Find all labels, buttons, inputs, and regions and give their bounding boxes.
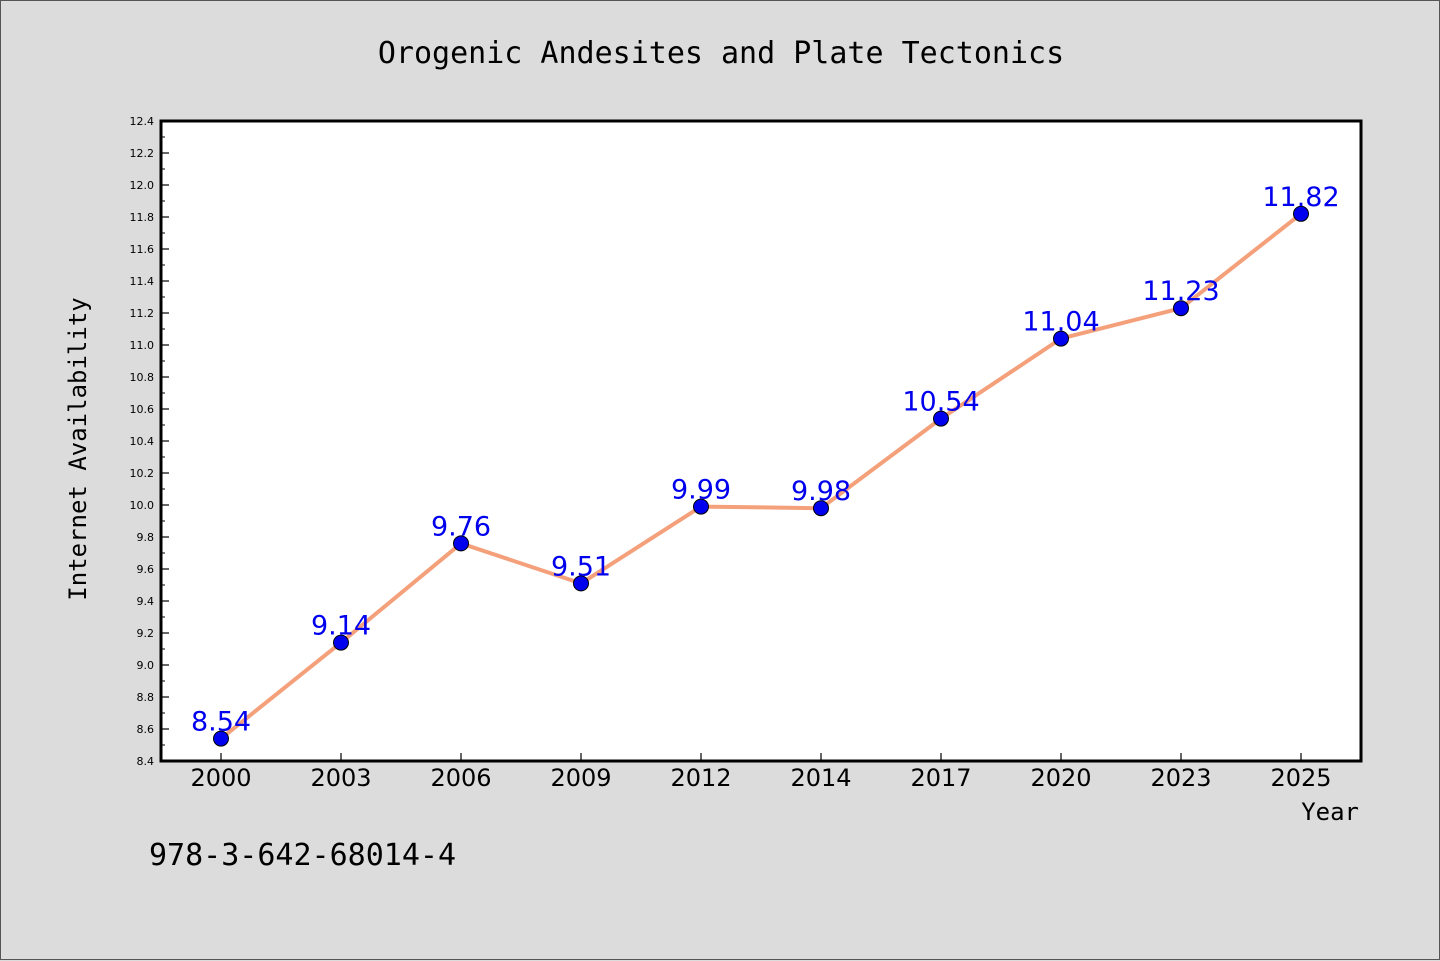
- data-point: [933, 410, 949, 427]
- series-layer: 8.54 9.14 9.76 9.51 9.99 9.98 10.54 11.04 11.23 1…: [191, 182, 1340, 747]
- x-tick-label: 2020: [1030, 764, 1091, 792]
- chart-title: Orogenic Andesites and Plate Tectonics: [378, 36, 1064, 71]
- y-tick-label: 10.0: [130, 499, 155, 512]
- data-label: 10.54: [902, 387, 979, 418]
- data-point: [453, 535, 469, 552]
- x-tick-label: 2017: [910, 764, 971, 792]
- x-tick-label: 2009: [550, 764, 611, 792]
- data-label: 9.98: [791, 476, 851, 507]
- x-axis-label: Year: [1301, 798, 1359, 826]
- y-tick-label: 9.2: [137, 627, 155, 640]
- x-tick-label: 2003: [310, 764, 371, 792]
- plot-area: [159, 119, 1363, 763]
- data-label: 11.23: [1142, 276, 1219, 307]
- x-tick-label: 2025: [1270, 764, 1331, 792]
- y-tick-label: 8.6: [137, 723, 155, 736]
- x-axis-ticks: 2000 2003 2006 2009 2012 2014 2017 2020 2023 2025: [190, 753, 1332, 792]
- x-tick-label: 2006: [430, 764, 491, 792]
- isbn-text: 978-3-642-68014-4: [149, 838, 456, 873]
- y-tick-label: 12.4: [130, 115, 155, 128]
- x-tick-label: 2012: [670, 764, 731, 792]
- data-label: 11.04: [1022, 307, 1099, 338]
- y-tick-label: 10.8: [130, 371, 155, 384]
- data-point: [1293, 205, 1309, 222]
- data-point: [1053, 330, 1069, 347]
- data-point: [1173, 300, 1189, 317]
- series-line: [219, 212, 1303, 741]
- y-tick-label: 9.0: [137, 659, 155, 672]
- data-label: 9.99: [671, 475, 731, 506]
- y-tick-label: 11.0: [130, 339, 155, 352]
- y-tick-label: 8.4: [137, 755, 155, 768]
- data-point: [333, 634, 349, 651]
- data-label: 9.76: [431, 511, 491, 542]
- y-tick-label: 12.0: [130, 179, 155, 192]
- y-tick-label: 10.4: [130, 435, 155, 448]
- data-label: 9.51: [551, 551, 611, 582]
- data-point: [813, 500, 829, 517]
- y-axis-label: Internet Availability: [64, 297, 92, 600]
- x-tick-label: 2014: [790, 764, 851, 792]
- y-tick-label: 11.8: [130, 211, 155, 224]
- y-tick-label: 11.4: [130, 275, 155, 288]
- y-tick-label: 10.6: [130, 403, 155, 416]
- y-tick-label: 9.6: [137, 563, 155, 576]
- y-tick-label: 12.2: [130, 147, 155, 160]
- y-tick-label: 8.8: [137, 691, 155, 704]
- y-tick-label: 10.2: [130, 467, 155, 480]
- data-label: 8.54: [191, 707, 251, 738]
- y-axis-ticks: 8.4 8.6 8.8 9.0 9.2 9.4 9.6 9.8 10.0 10.2 10.4 10.6…: [130, 115, 169, 768]
- y-tick-label: 9.8: [137, 531, 155, 544]
- y-tick-label: 11.2: [130, 307, 155, 320]
- y-tick-label: 11.6: [130, 243, 155, 256]
- x-tick-label: 2000: [190, 764, 251, 792]
- data-point: [693, 498, 709, 515]
- data-label: 9.14: [311, 611, 371, 642]
- data-point: [213, 730, 229, 747]
- data-label: 11.82: [1262, 182, 1339, 213]
- data-point: [573, 575, 589, 592]
- y-tick-label: 9.4: [137, 595, 155, 608]
- x-tick-label: 2023: [1150, 764, 1211, 792]
